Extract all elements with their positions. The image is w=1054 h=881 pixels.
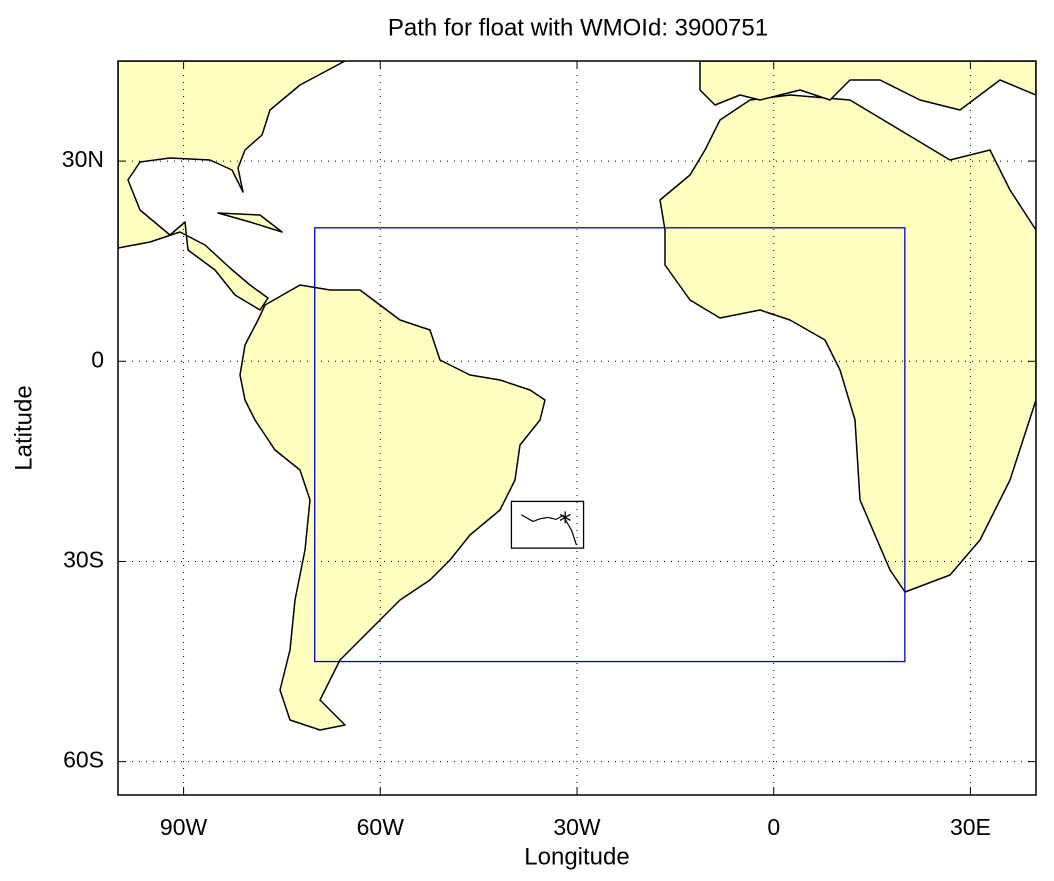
- europe: [699, 61, 1036, 111]
- cuba: [217, 212, 283, 233]
- y-tick-label: 0: [91, 346, 104, 372]
- plot-layer: 90W 60W 30W 0 30E 30N 0 30S 60S: [62, 61, 1036, 840]
- marker-stroke: [559, 513, 571, 521]
- coastlines: [118, 61, 1036, 731]
- float-track: [520, 514, 577, 545]
- x-tick-label: 0: [767, 814, 780, 840]
- x-tick-label: 60W: [357, 814, 405, 840]
- y-tick-label: 60S: [63, 747, 104, 773]
- x-tick-label: 30W: [553, 814, 601, 840]
- region-box: [510, 500, 585, 549]
- chart-title: Path for float with WMOId: 3900751: [388, 14, 768, 41]
- y-axis-label: Latitude: [10, 385, 37, 470]
- x-tick-label: 30E: [950, 814, 991, 840]
- plot-frame: [117, 60, 1037, 796]
- y-tick-label: 30S: [63, 547, 104, 573]
- float-marker: [559, 511, 571, 524]
- south-america: [239, 284, 546, 731]
- north-america: [118, 61, 346, 311]
- x-axis-label: Longitude: [524, 843, 629, 870]
- africa: [659, 94, 1036, 593]
- x-tick-label: 90W: [160, 814, 208, 840]
- region-box: [314, 227, 906, 663]
- y-tick-label: 30N: [62, 146, 104, 172]
